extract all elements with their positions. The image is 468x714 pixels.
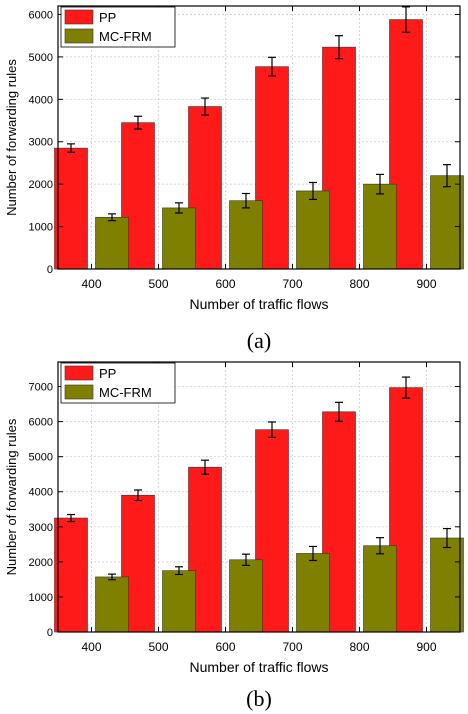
x-tick-label: 700	[282, 277, 302, 291]
bar-mc-frm-900	[430, 175, 464, 270]
x-axis-label: Number of traffic flows	[189, 659, 328, 675]
x-tick-label: 800	[349, 277, 369, 291]
y-axis-label: Number of forwarding rules	[4, 59, 19, 216]
y-tick-label: 6000	[29, 417, 53, 429]
figure-caption: (a)	[247, 328, 271, 353]
x-axis-label: Number of traffic flows	[189, 296, 328, 312]
chart-b: 0 1000 2000 3000 4000 5000 6000 7000 400 500 600 70…	[4, 361, 464, 711]
chart-a: 0 1000 2000 3000 4000 5000 6000 400 500 600 700 800…	[4, 5, 464, 353]
y-tick-label: 4000	[29, 487, 53, 499]
legend-swatch	[64, 365, 94, 381]
legend-swatch	[64, 28, 94, 44]
y-tick-label: 3000	[29, 137, 53, 149]
x-tick-label: 900	[416, 277, 436, 291]
y-tick-label: 3000	[29, 522, 53, 534]
bar-pp-400	[54, 517, 88, 633]
bar-mc-frm-600	[229, 559, 263, 633]
bar-mc-frm-700	[296, 190, 330, 270]
x-tick-label: 900	[416, 640, 436, 654]
legend-swatch	[64, 384, 94, 400]
bar-mc-frm-800	[363, 545, 397, 633]
y-tick-label: 0	[47, 264, 53, 276]
x-tick-label: 500	[148, 640, 168, 654]
plot-border	[57, 361, 461, 633]
bar-mc-frm-500	[162, 570, 196, 633]
bar-pp-400	[54, 147, 88, 270]
legend-label: PP	[99, 366, 116, 381]
y-tick-label: 2000	[29, 179, 53, 191]
y-tick-label: 2000	[29, 557, 53, 569]
y-tick-label: 7000	[29, 382, 53, 394]
y-tick-label: 1000	[29, 222, 53, 234]
figure-caption: (b)	[246, 686, 272, 711]
bar-mc-frm-600	[229, 200, 263, 270]
y-tick-label: 1000	[29, 592, 53, 604]
bar-mc-frm-400	[95, 576, 129, 633]
y-axis-label: Number of forwarding rules	[4, 418, 19, 575]
x-tick-label: 600	[215, 640, 235, 654]
bar-mc-frm-800	[363, 183, 397, 270]
y-tick-label: 6000	[29, 9, 53, 21]
legend-label: MC-FRM	[99, 385, 152, 400]
y-tick-label: 5000	[29, 52, 53, 64]
x-tick-label: 400	[81, 277, 101, 291]
bar-mc-frm-400	[95, 216, 129, 270]
bar-mc-frm-700	[296, 553, 330, 633]
x-tick-label: 400	[81, 640, 101, 654]
legend-label: MC-FRM	[99, 29, 152, 44]
y-tick-label: 0	[47, 627, 53, 639]
legend-label: PP	[99, 10, 116, 25]
x-tick-label: 600	[215, 277, 235, 291]
y-tick-label: 5000	[29, 452, 53, 464]
bar-mc-frm-500	[162, 207, 196, 270]
bar-mc-frm-900	[430, 537, 464, 633]
plot-border	[57, 5, 461, 270]
y-tick-label: 4000	[29, 94, 53, 106]
legend-swatch	[64, 9, 94, 25]
x-tick-label: 800	[349, 640, 369, 654]
x-tick-label: 700	[282, 640, 302, 654]
x-tick-label: 500	[148, 277, 168, 291]
